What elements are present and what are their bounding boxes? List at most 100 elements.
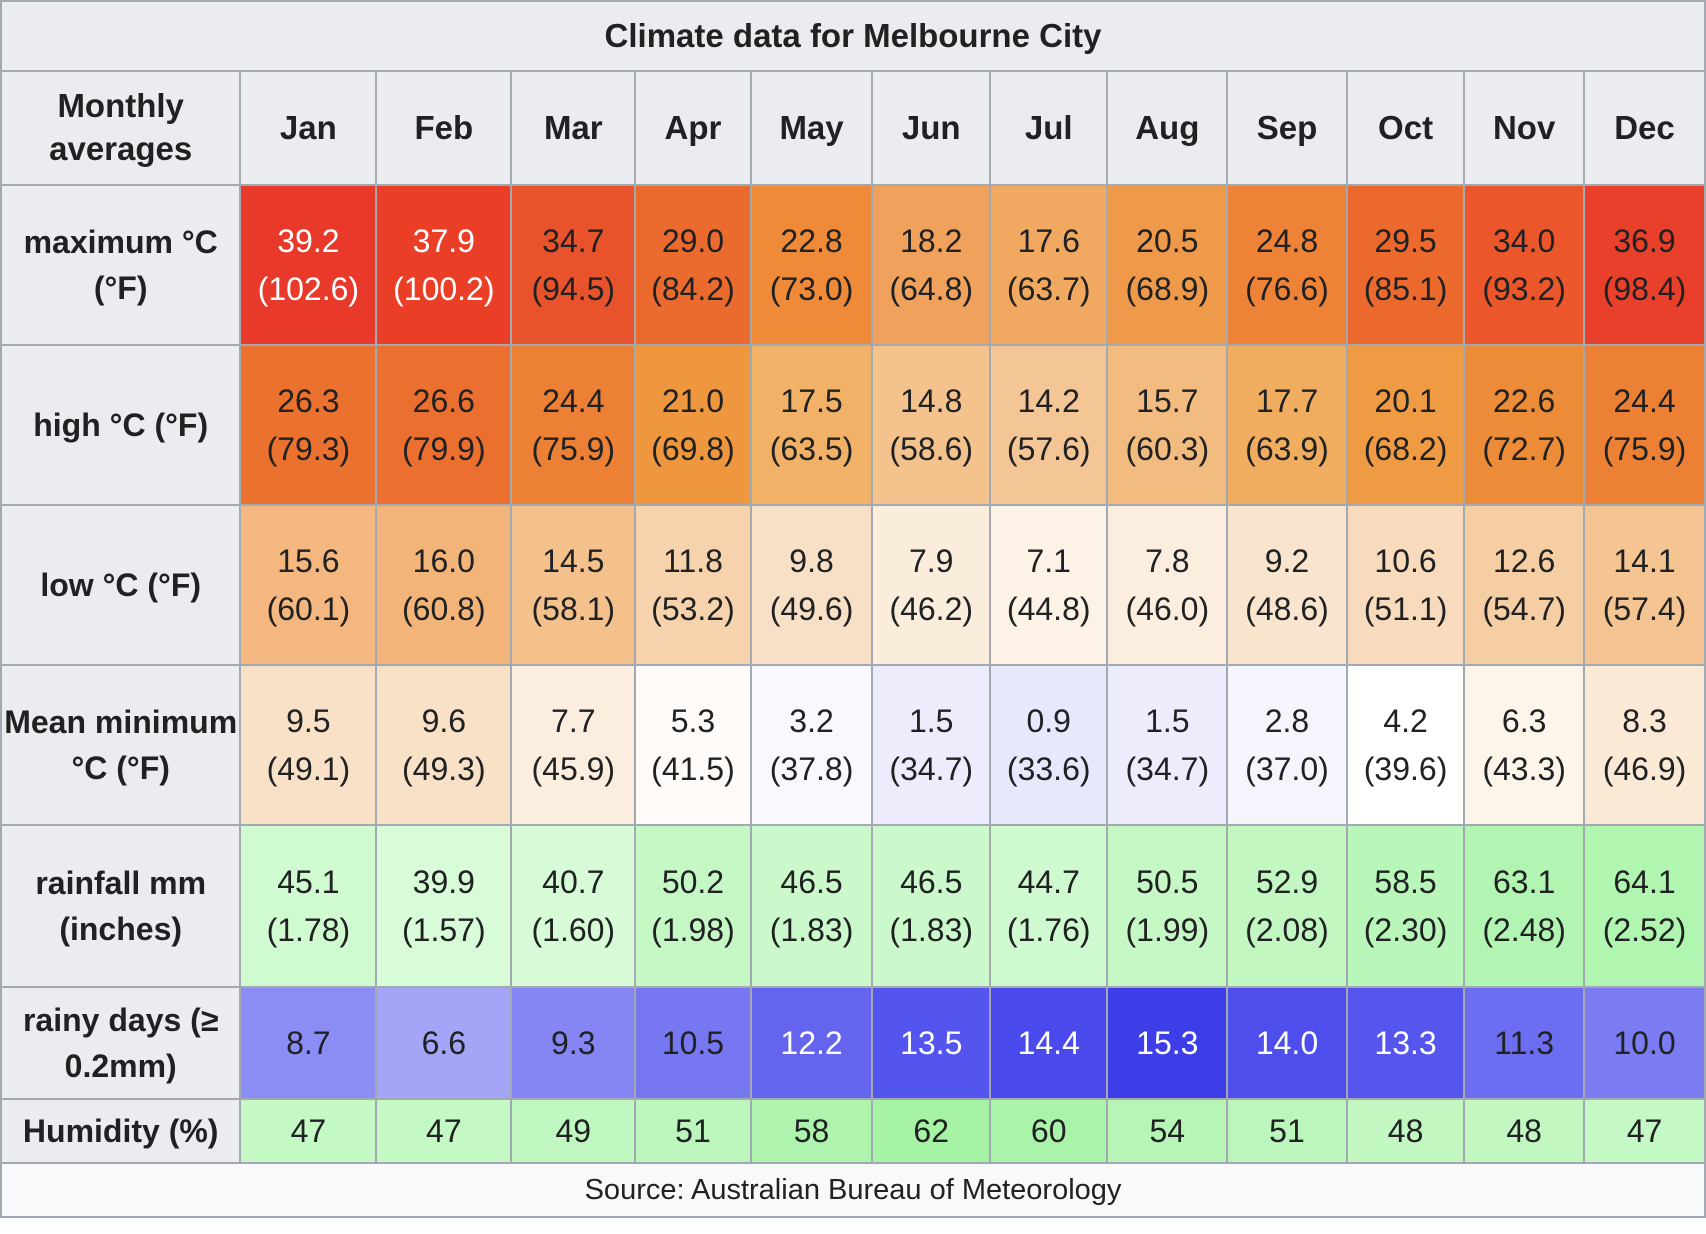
data-cell: 49	[510, 1098, 637, 1164]
row-label-mean-min: Mean minimum °C (°F)	[0, 664, 242, 826]
data-cell: 6.3 (43.3)	[1463, 664, 1585, 826]
data-cell: 0.9 (33.6)	[988, 664, 1109, 826]
month-header-jun: Jun	[871, 70, 991, 186]
data-cell: 10.6 (51.1)	[1345, 504, 1466, 666]
data-cell: 9.3	[510, 986, 637, 1100]
data-cell: 62	[871, 1098, 991, 1164]
data-cell: 37.9 (100.2)	[375, 184, 513, 346]
table-row: rainy days (≥ 0.2mm) 8.7 6.6 9.3 10.5 12.2 13.…	[0, 986, 1706, 1100]
data-cell: 11.8 (53.2)	[634, 504, 752, 666]
row-label-rainfall: rainfall mm (inches)	[0, 824, 242, 988]
data-cell: 10.0	[1582, 986, 1706, 1100]
data-cell: 9.5 (49.1)	[239, 664, 378, 826]
data-cell: 46.5 (1.83)	[749, 824, 874, 988]
data-cell: 47	[239, 1098, 378, 1164]
month-header-apr: Apr	[634, 70, 752, 186]
data-cell: 8.3 (46.9)	[1582, 664, 1706, 826]
data-cell: 14.1 (57.4)	[1582, 504, 1706, 666]
data-cell: 12.2	[749, 986, 874, 1100]
table-row: maximum °C (°F) 39.2 (102.6) 37.9 (100.2) 3…	[0, 184, 1706, 346]
month-header-nov: Nov	[1463, 70, 1585, 186]
row-label-high: high °C (°F)	[0, 344, 242, 506]
data-cell: 8.7	[239, 986, 378, 1100]
data-cell: 1.5 (34.7)	[1106, 664, 1229, 826]
data-cell: 9.6 (49.3)	[375, 664, 513, 826]
climate-data-rows: maximum °C (°F) 39.2 (102.6) 37.9 (100.2) 3…	[0, 184, 1706, 1164]
table-row: rainfall mm (inches) 45.1 (1.78) 39.9 (1.5…	[0, 824, 1706, 988]
data-cell: 52.9 (2.08)	[1226, 824, 1348, 988]
data-cell: 14.8 (58.6)	[871, 344, 991, 506]
data-cell: 58.5 (2.30)	[1345, 824, 1466, 988]
data-cell: 36.9 (98.4)	[1582, 184, 1706, 346]
data-cell: 21.0 (69.8)	[634, 344, 752, 506]
data-cell: 29.0 (84.2)	[634, 184, 752, 346]
data-cell: 12.6 (54.7)	[1463, 504, 1585, 666]
data-cell: 64.1 (2.52)	[1582, 824, 1706, 988]
row-label-rainy-days: rainy days (≥ 0.2mm)	[0, 986, 242, 1100]
data-cell: 13.5	[871, 986, 991, 1100]
month-header-oct: Oct	[1345, 70, 1466, 186]
data-cell: 14.4	[988, 986, 1109, 1100]
data-cell: 14.2 (57.6)	[988, 344, 1109, 506]
data-cell: 47	[375, 1098, 513, 1164]
month-header-aug: Aug	[1106, 70, 1229, 186]
month-header-feb: Feb	[375, 70, 513, 186]
data-cell: 7.7 (45.9)	[510, 664, 637, 826]
data-cell: 14.0	[1226, 986, 1348, 1100]
data-cell: 63.1 (2.48)	[1463, 824, 1585, 988]
month-header-sep: Sep	[1226, 70, 1348, 186]
data-cell: 39.9 (1.57)	[375, 824, 513, 988]
data-cell: 26.3 (79.3)	[239, 344, 378, 506]
data-cell: 48	[1463, 1098, 1585, 1164]
data-cell: 34.0 (93.2)	[1463, 184, 1585, 346]
month-header-dec: Dec	[1582, 70, 1706, 186]
data-cell: 17.5 (63.5)	[749, 344, 874, 506]
data-cell: 39.2 (102.6)	[239, 184, 378, 346]
data-cell: 6.6	[375, 986, 513, 1100]
monthly-averages-header: Monthly averages	[0, 70, 242, 186]
data-cell: 11.3	[1463, 986, 1585, 1100]
data-cell: 3.2 (37.8)	[749, 664, 874, 826]
data-cell: 22.8 (73.0)	[749, 184, 874, 346]
month-header-may: May	[749, 70, 874, 186]
data-cell: 20.5 (68.9)	[1106, 184, 1229, 346]
row-label-maximum: maximum °C (°F)	[0, 184, 242, 346]
data-cell: 15.6 (60.1)	[239, 504, 378, 666]
data-cell: 51	[1226, 1098, 1348, 1164]
data-cell: 16.0 (60.8)	[375, 504, 513, 666]
data-cell: 10.5	[634, 986, 752, 1100]
data-cell: 50.5 (1.99)	[1106, 824, 1229, 988]
data-cell: 22.6 (72.7)	[1463, 344, 1585, 506]
data-cell: 45.1 (1.78)	[239, 824, 378, 988]
table-row: Mean minimum °C (°F) 9.5 (49.1) 9.6 (49.3)…	[0, 664, 1706, 826]
data-cell: 18.2 (64.8)	[871, 184, 991, 346]
data-cell: 14.5 (58.1)	[510, 504, 637, 666]
data-cell: 5.3 (41.5)	[634, 664, 752, 826]
month-header-row: Monthly averages Jan Feb Mar Apr May Jun Jul Au…	[0, 70, 1706, 186]
data-cell: 9.8 (49.6)	[749, 504, 874, 666]
data-cell: 17.7 (63.9)	[1226, 344, 1348, 506]
data-cell: 24.4 (75.9)	[1582, 344, 1706, 506]
data-cell: 1.5 (34.7)	[871, 664, 991, 826]
table-row: Humidity (%) 47 47 49 51 58 62 60 54 51 48 48 47	[0, 1098, 1706, 1164]
data-cell: 48	[1345, 1098, 1466, 1164]
data-cell: 7.1 (44.8)	[988, 504, 1109, 666]
data-cell: 2.8 (37.0)	[1226, 664, 1348, 826]
data-cell: 40.7 (1.60)	[510, 824, 637, 988]
data-cell: 17.6 (63.7)	[988, 184, 1109, 346]
data-cell: 15.7 (60.3)	[1106, 344, 1229, 506]
data-cell: 50.2 (1.98)	[634, 824, 752, 988]
table-title: Climate data for Melbourne City	[0, 0, 1706, 72]
month-header-mar: Mar	[510, 70, 637, 186]
month-header-jul: Jul	[988, 70, 1109, 186]
data-cell: 24.4 (75.9)	[510, 344, 637, 506]
data-cell: 7.9 (46.2)	[871, 504, 991, 666]
data-cell: 51	[634, 1098, 752, 1164]
data-cell: 4.2 (39.6)	[1345, 664, 1466, 826]
data-cell: 58	[749, 1098, 874, 1164]
table-row: high °C (°F) 26.3 (79.3) 26.6 (79.9) 24.4 (…	[0, 344, 1706, 506]
data-cell: 29.5 (85.1)	[1345, 184, 1466, 346]
data-cell: 34.7 (94.5)	[510, 184, 637, 346]
data-cell: 15.3	[1106, 986, 1229, 1100]
